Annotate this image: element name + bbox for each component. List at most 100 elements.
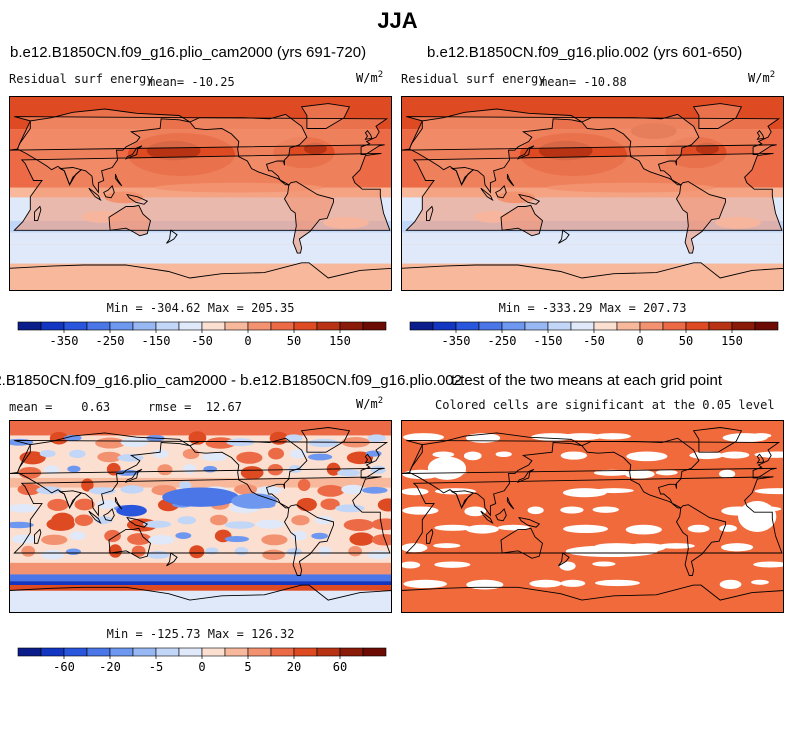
coastline-northamerica bbox=[581, 113, 700, 186]
colorbar-box-15 bbox=[362, 321, 387, 331]
mask-not-significant-58 bbox=[751, 579, 769, 585]
cbar-tl-boxes bbox=[17, 321, 387, 331]
field-cell-42 bbox=[17, 483, 41, 496]
colorbar-box-10 bbox=[247, 647, 272, 657]
units-text: W/m bbox=[748, 71, 770, 85]
mask-not-significant-42 bbox=[433, 543, 461, 549]
land-fill-northamerica bbox=[189, 114, 307, 185]
land-fill-northamerica bbox=[581, 114, 699, 185]
colorbar-box-0 bbox=[17, 321, 42, 331]
field-cell-55 bbox=[362, 486, 388, 494]
colorbar-box-15 bbox=[754, 321, 779, 331]
colorbar-box-0 bbox=[409, 321, 434, 331]
colorbar-box-2 bbox=[63, 647, 88, 657]
field-cell-84 bbox=[11, 534, 37, 544]
coastline-australia bbox=[108, 527, 152, 559]
colorbar-box-3 bbox=[478, 321, 503, 331]
field-cell-22 bbox=[236, 451, 263, 464]
colorbar-box-4 bbox=[109, 647, 134, 657]
coastline-australia bbox=[500, 527, 544, 559]
mask-not-significant-0 bbox=[402, 433, 444, 442]
map-br-field bbox=[401, 420, 784, 613]
mask-not-significant-18 bbox=[624, 469, 655, 479]
panel-title-bottom-left: b.e12.B1850CN.f09_g16.plio_cam2000 - b.e… bbox=[0, 372, 462, 392]
field-band-southern-ocean bbox=[9, 574, 392, 582]
field-cell-69 bbox=[377, 498, 392, 512]
mean-value: -10.25 bbox=[191, 75, 235, 89]
units-label-top-left: W/m2 bbox=[356, 70, 383, 85]
field-cell-29 bbox=[44, 465, 60, 475]
colorbar-top-right: -350 -250 -150 -50 0 50 150 bbox=[409, 321, 779, 348]
field-cell-100 bbox=[65, 548, 81, 555]
field-cell-106 bbox=[234, 547, 249, 556]
coastline-uk bbox=[756, 453, 765, 464]
mean-label-text: mean= bbox=[540, 75, 577, 89]
map-bl-field bbox=[9, 420, 392, 613]
field-cell-75 bbox=[142, 520, 172, 528]
field-cell-107 bbox=[262, 549, 285, 561]
coastline-madagascar bbox=[34, 528, 42, 544]
colorbar-tick-label-2: -150 bbox=[534, 334, 563, 348]
map-tr-frame bbox=[401, 96, 784, 291]
colorbar-bottom-left: -60 -20 -5 0 5 20 60 bbox=[17, 647, 387, 674]
coastline-africa bbox=[13, 152, 391, 231]
mask-not-significant-52 bbox=[403, 579, 448, 589]
coastline-philippines bbox=[506, 173, 515, 187]
field-cell-58 bbox=[74, 498, 95, 511]
field-cell-111 bbox=[367, 550, 391, 560]
field-cell-99 bbox=[41, 550, 65, 560]
field-cell-1 bbox=[49, 431, 69, 445]
field-cell-67 bbox=[320, 498, 340, 510]
mask-not-significant-11 bbox=[626, 451, 668, 462]
coastline-newguinea bbox=[518, 193, 541, 205]
mask-not-significant-14 bbox=[754, 451, 784, 458]
colorbar-box-12 bbox=[685, 321, 710, 331]
colorbar-box-7 bbox=[178, 321, 203, 331]
mean-label-bottom-left: mean = 0.63 bbox=[9, 400, 111, 414]
coastline-japan bbox=[125, 468, 143, 484]
field-cell-23 bbox=[268, 447, 285, 460]
mask-not-significant-47 bbox=[401, 561, 421, 569]
land-fill-greenland bbox=[301, 103, 350, 129]
field-cell-36 bbox=[240, 466, 264, 480]
field-cell-16 bbox=[69, 449, 86, 459]
coastline-philippines bbox=[506, 497, 515, 510]
coastline-india bbox=[450, 167, 475, 186]
field-cell-59 bbox=[96, 499, 117, 509]
variable-label-top-left: Residual surf energy bbox=[9, 72, 154, 86]
coastline-greenland bbox=[692, 427, 743, 453]
mask-not-significant-26 bbox=[402, 506, 439, 515]
colorbar-tick-label-2: -5 bbox=[149, 660, 163, 674]
units-text: W/m bbox=[356, 71, 378, 85]
stats-bottom-left: Min = -125.73 Max = 126.32 bbox=[106, 627, 295, 641]
map-br-frame bbox=[401, 420, 784, 613]
mask-not-significant-54 bbox=[529, 579, 562, 588]
field-band-circumpolar bbox=[9, 244, 392, 264]
colorbar-box-13 bbox=[708, 321, 733, 331]
map-bottom-left bbox=[9, 420, 392, 613]
field-cell-105 bbox=[205, 547, 219, 555]
coastline-sumatra bbox=[480, 510, 494, 525]
colorbar-tick-label-1: -250 bbox=[488, 334, 517, 348]
colorbar-tick-label-1: -20 bbox=[99, 660, 121, 674]
field-cell-13 bbox=[367, 434, 386, 443]
colorbar-box-14 bbox=[339, 647, 364, 657]
coastline-japan bbox=[125, 145, 143, 160]
coastline-australia bbox=[108, 204, 152, 237]
map-br-coastlines bbox=[401, 427, 784, 613]
coastline-newguinea bbox=[518, 516, 541, 528]
field-cell-108 bbox=[286, 547, 303, 556]
map-top-left bbox=[9, 96, 392, 291]
colorbar-box-3 bbox=[86, 647, 111, 657]
mask-eurasia bbox=[427, 456, 467, 480]
field-cell-110 bbox=[348, 546, 363, 557]
coastline-africa bbox=[405, 476, 783, 554]
coastline-philippines bbox=[114, 497, 123, 510]
mask-not-significant-3 bbox=[562, 433, 602, 441]
coastline-southamerica bbox=[283, 181, 334, 254]
mask-not-significant-51 bbox=[753, 561, 784, 568]
coastline-india bbox=[58, 490, 83, 509]
field-cell-93 bbox=[261, 534, 288, 546]
colorbar-top-left: -350 -250 -150 -50 0 50 150 bbox=[17, 321, 387, 348]
coastline-borneo bbox=[495, 185, 507, 199]
